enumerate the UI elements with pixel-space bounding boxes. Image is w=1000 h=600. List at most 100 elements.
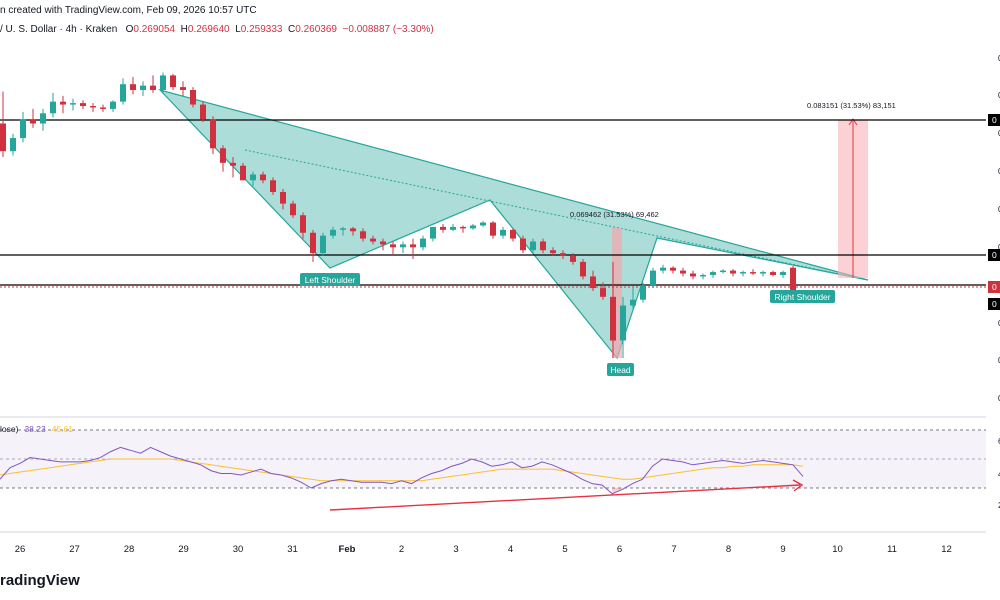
candle-body: [130, 84, 136, 90]
svg-text:Left Shoulder: Left Shoulder: [305, 275, 356, 285]
time-axis[interactable]: 26 27 28 29 30 31 Feb 2 3 4 5 6 7 8 9 10 11 12: [15, 544, 952, 555]
candle-body: [440, 226, 446, 230]
candle: [70, 98, 76, 111]
candle-body: [710, 272, 716, 275]
candle-body: [750, 272, 756, 274]
time-axis-label: 6: [617, 544, 622, 555]
head-shoulders-pattern: [158, 88, 869, 360]
candle-body: [580, 261, 586, 277]
head-label: Head: [607, 363, 634, 376]
price-axis-label: 0: [998, 393, 1000, 403]
candle-body: [450, 226, 456, 230]
price-axis-label: 0: [998, 53, 1000, 63]
candle: [750, 269, 756, 275]
candle: [400, 241, 406, 254]
candle-body: [700, 274, 706, 277]
candle-body: [530, 241, 536, 251]
candle: [460, 225, 466, 233]
candle: [650, 267, 656, 289]
candle-body: [430, 226, 436, 239]
candle-body: [690, 273, 696, 277]
candle-body: [340, 228, 346, 230]
candle: [580, 258, 586, 280]
candle: [470, 224, 476, 230]
candle: [640, 282, 646, 303]
svg-text:Right Shoulder: Right Shoulder: [774, 292, 830, 302]
rsi-axis-label: 4: [998, 469, 1000, 479]
candle: [220, 145, 226, 172]
candle: [340, 226, 346, 236]
measure-label-target: 0.083151 (31.53%) 83,151: [807, 101, 896, 110]
price-axis-label: 0: [998, 166, 1000, 176]
time-axis-label: 11: [887, 544, 897, 555]
price-axis-label: 0: [998, 204, 1000, 214]
candle: [610, 261, 616, 358]
last-price-badge: [988, 281, 1000, 293]
candle-body: [640, 285, 646, 300]
candle: [330, 226, 336, 239]
candle: [110, 100, 116, 112]
candle-body: [10, 138, 16, 152]
candle: [420, 235, 426, 251]
candle-body: [500, 229, 506, 236]
candle-body: [460, 226, 466, 229]
candle: [140, 81, 146, 96]
candle: [620, 296, 626, 358]
candle-body: [540, 241, 546, 251]
candle-body: [670, 267, 676, 271]
candle: [20, 111, 26, 143]
candle-body: [150, 85, 156, 90]
candle: [350, 226, 356, 236]
candle-body: [30, 119, 36, 124]
close-value: 0.260369: [295, 24, 337, 35]
candle-body: [240, 165, 246, 181]
rsi-line: [0, 446, 804, 495]
candle: [410, 238, 416, 259]
candle-body: [140, 85, 146, 90]
candle-body: [350, 228, 356, 232]
candle: [530, 238, 536, 254]
candle: [50, 92, 56, 118]
candle-body: [70, 103, 76, 105]
candle: [90, 103, 96, 112]
candle: [440, 224, 446, 233]
candle-body: [760, 272, 766, 274]
candle-body: [420, 238, 426, 248]
level-badge: [988, 114, 1000, 126]
candle: [590, 270, 596, 291]
candle: [680, 267, 686, 277]
candle-body: [300, 215, 306, 233]
candle: [760, 270, 766, 277]
candle-body: [120, 84, 126, 102]
candle: [160, 72, 166, 93]
price-axis[interactable]: 00000000000000642: [988, 53, 1000, 510]
candle: [40, 108, 46, 131]
candle: [360, 228, 366, 242]
rsi-legend: lose) 38.23 45.61: [0, 424, 73, 434]
left-shoulder-label: Left Shoulder: [300, 273, 360, 286]
candle: [290, 200, 296, 219]
candle-body: [480, 222, 486, 226]
candle-body: [730, 270, 736, 274]
candle: [630, 288, 636, 309]
candle: [570, 253, 576, 265]
candle-body: [290, 203, 296, 216]
symbol-name: / U. S. Dollar · 4h · Kraken: [0, 24, 118, 35]
candle-body: [110, 101, 116, 109]
time-axis-label: 10: [832, 544, 843, 555]
time-axis-label: 8: [726, 544, 731, 555]
candle-body: [550, 250, 556, 254]
candle: [280, 189, 286, 210]
candle: [100, 104, 106, 112]
candle: [480, 221, 486, 227]
measure-label-head: 0.069462 (31.53%) 69,462: [570, 210, 659, 219]
time-axis-label: 30: [233, 544, 244, 555]
candle: [10, 133, 16, 156]
rsi-axis-label: 6: [998, 436, 1000, 446]
tradingview-logo: radingView: [0, 572, 80, 589]
candle-body: [190, 90, 196, 105]
divergence-arrow-head: [792, 479, 804, 492]
candle-body: [390, 244, 396, 248]
candle-body: [470, 225, 476, 229]
